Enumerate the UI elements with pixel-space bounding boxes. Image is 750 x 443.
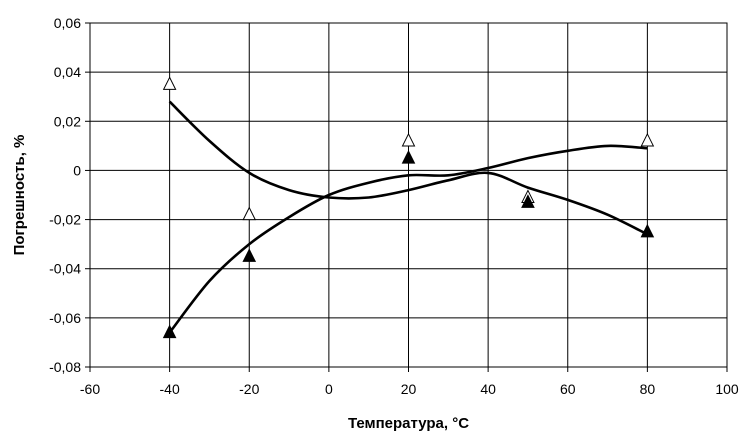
x-axis-ticks: -60 -40 -20 0 20 40 60 80 100 bbox=[80, 367, 739, 397]
open-triangle-point bbox=[640, 132, 655, 147]
trend-lines bbox=[168, 100, 648, 334]
y-tick-label: -0,02 bbox=[49, 212, 81, 228]
y-tick-label: -0,06 bbox=[49, 310, 81, 326]
filled-triangle-point bbox=[521, 194, 535, 208]
x-tick-label: 20 bbox=[401, 381, 417, 397]
y-axis-ticks: -0,08 -0,06 -0,04 -0,02 0 0,02 0,04 0,06 bbox=[49, 15, 90, 375]
filled-triangle-point bbox=[401, 150, 416, 164]
x-tick-label: -40 bbox=[160, 381, 180, 397]
open-triangle-point bbox=[242, 206, 257, 221]
filled-triangle-point bbox=[162, 324, 177, 339]
data-markers bbox=[162, 76, 655, 339]
y-tick-label: 0,06 bbox=[54, 15, 81, 31]
x-tick-label: -60 bbox=[80, 381, 100, 397]
y-tick-label: -0,04 bbox=[49, 261, 81, 277]
x-tick-label: 60 bbox=[560, 381, 576, 397]
x-tick-label: 40 bbox=[480, 381, 496, 397]
x-tick-label: 0 bbox=[325, 381, 333, 397]
grid bbox=[89, 22, 728, 368]
filled-triangle-point bbox=[242, 248, 257, 262]
x-axis-label: Температура, °C bbox=[348, 415, 469, 432]
open-triangle-point bbox=[162, 76, 177, 90]
y-tick-label: -0,08 bbox=[49, 359, 81, 375]
y-tick-label: 0,02 bbox=[54, 113, 81, 129]
x-tick-label: 80 bbox=[640, 381, 656, 397]
y-tick-label: 0,04 bbox=[54, 64, 81, 80]
x-tick-label: 100 bbox=[715, 381, 739, 397]
y-tick-label: 0 bbox=[73, 162, 81, 178]
filled-triangle-point bbox=[640, 223, 655, 238]
trend-line-2 bbox=[168, 144, 648, 334]
y-axis-label: Погрешность, % bbox=[11, 135, 28, 256]
x-tick-label: -20 bbox=[239, 381, 259, 397]
trend-line-1 bbox=[168, 100, 648, 236]
open-triangle-point bbox=[401, 132, 416, 147]
